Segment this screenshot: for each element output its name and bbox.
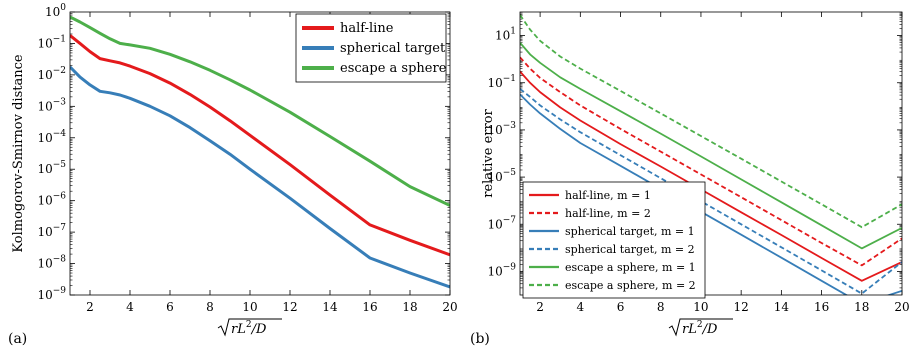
- xlabel-text: rL2/D: [682, 320, 718, 337]
- plot-frame: [519, 11, 903, 296]
- panel-label: (b): [470, 331, 490, 347]
- y-tick-label: 10−2: [37, 66, 66, 82]
- sqrt-sign: [668, 318, 733, 337]
- x-tick-label: 20: [894, 300, 909, 314]
- y-axis-label: relative error: [481, 108, 496, 197]
- legend-label: spherical target, m = 1: [565, 225, 695, 238]
- x-tick-label: 18: [402, 300, 417, 314]
- y-tick-label: 10−5: [487, 168, 516, 184]
- x-tick-label: 20: [442, 300, 457, 314]
- y-tick-label: 10−3: [37, 97, 66, 113]
- series-line-0: [520, 70, 902, 282]
- legend-box: [522, 181, 706, 299]
- legend-label: escape a sphere, m = 1: [565, 261, 696, 274]
- legend-label: half-line, m = 2: [565, 207, 651, 220]
- legend-label: spherical target: [340, 41, 446, 56]
- y-tick-label: 100: [45, 3, 66, 19]
- x-tick-label: 18: [854, 300, 869, 314]
- x-tick-label: 8: [206, 300, 214, 314]
- x-tick-label: 12: [734, 300, 749, 314]
- x-tick-label: 10: [242, 300, 257, 314]
- series-line-2: [70, 15, 450, 207]
- legend: half-line, m = 1 half-line, m = 2 spherica…: [522, 181, 706, 299]
- y-tick-label: 10−9: [37, 286, 66, 302]
- series-line-5: [520, 14, 902, 229]
- y-tick-label: 10−7: [37, 223, 66, 239]
- x-tick-label: 16: [362, 300, 377, 314]
- series-line-4: [520, 42, 902, 250]
- series-line-0: [70, 34, 450, 257]
- x-tick-label: 16: [814, 300, 829, 314]
- legend: half-line spherical target escape a sphere: [295, 13, 447, 83]
- sqrt-sign: [217, 318, 282, 337]
- y-tick-label: 10−3: [487, 121, 516, 137]
- y-tick-label: 10−6: [37, 192, 66, 208]
- y-axis-label: Kolmogorov-Smirnov distance: [11, 54, 26, 252]
- series-line-1: [520, 56, 902, 267]
- x-axis-label: rL2/D: [217, 318, 282, 337]
- series-line-3: [520, 88, 902, 295]
- y-tick-label: 10−4: [37, 129, 66, 145]
- y-tick-label: 10−1: [487, 74, 516, 90]
- x-tick-label: 6: [166, 300, 174, 314]
- x-axis-label: rL2/D: [668, 318, 733, 337]
- y-tick-label: 10−1: [37, 34, 66, 50]
- x-tick-label: 12: [282, 300, 297, 314]
- legend-label: spherical target, m = 2: [565, 243, 695, 256]
- panel-a: 10−9 10−8 10−7 10−6 10−5 10−4 10−3 10−2 10−1 100 2…: [8, 3, 458, 347]
- x-tick-label: 14: [322, 300, 338, 314]
- x-tick-label: 10: [693, 300, 708, 314]
- panel-label: (a): [8, 331, 27, 347]
- x-tick-label: 4: [576, 300, 584, 314]
- x-tick-label: 2: [86, 300, 94, 314]
- x-tick-label: 4: [126, 300, 134, 314]
- legend-label: half-line, m = 1: [565, 189, 651, 202]
- legend-label: escape a sphere: [340, 61, 447, 76]
- x-tick-label: 6: [617, 300, 625, 314]
- y-tick-label: 10−8: [37, 255, 66, 271]
- x-tick-label: 14: [774, 300, 790, 314]
- y-tick-label: 10−9: [487, 262, 516, 278]
- y-tick-label: 101: [495, 27, 516, 43]
- series-group: [70, 15, 450, 289]
- series-line-1: [70, 65, 450, 289]
- x-tick-label: 2: [536, 300, 544, 314]
- legend-label: escape a sphere, m = 2: [565, 279, 696, 292]
- plot-frame: [69, 11, 451, 296]
- legend-label: half-line: [340, 21, 394, 36]
- x-tick-label: 8: [657, 300, 665, 314]
- xlabel-text: rL2/D: [231, 320, 267, 337]
- y-tick-label: 10−7: [487, 215, 516, 231]
- y-tick-label: 10−5: [37, 160, 66, 176]
